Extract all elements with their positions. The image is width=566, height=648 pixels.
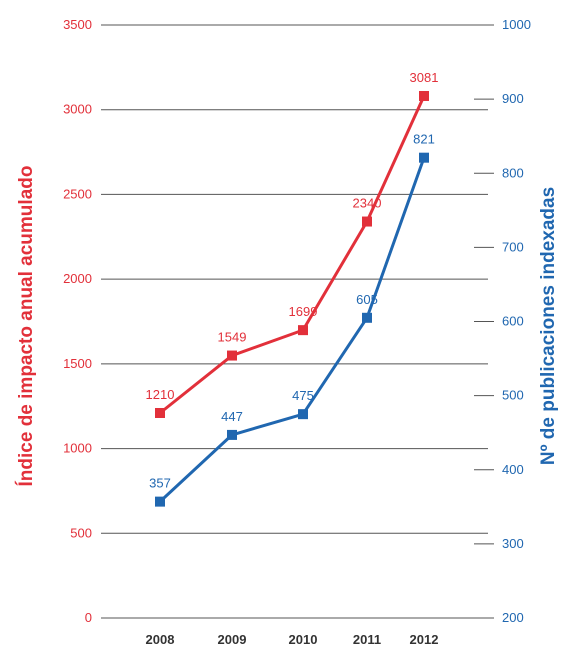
series-line-red (159, 95, 426, 415)
data-label: 2340 (353, 196, 382, 211)
left-tick-label: 2500 (63, 186, 92, 201)
data-point-marker (298, 325, 308, 336)
data-point-marker (155, 496, 165, 507)
data-point-marker (155, 407, 165, 418)
data-label: 821 (413, 132, 435, 147)
left-axis-title: Índice de impacto anual acumulado (15, 166, 37, 487)
series-line-blue (158, 157, 426, 503)
data-point-marker (419, 90, 429, 101)
x-tick-label: 2011 (353, 632, 381, 647)
left-axis-ticks: 0 500 1000 1500 2000 2500 3000 3500 (63, 17, 92, 625)
x-tick-label: 2008 (146, 632, 175, 647)
left-tick-label: 1500 (63, 356, 92, 371)
right-tick-label: 400 (502, 462, 524, 477)
left-tick-label: 2000 (63, 271, 92, 286)
data-label: 357 (149, 476, 171, 491)
right-tick-label: 500 (502, 388, 524, 403)
data-point-marker (298, 409, 308, 420)
x-tick-label: 2009 (218, 632, 247, 647)
left-tick-label: 3000 (63, 102, 92, 117)
data-label: 1210 (146, 387, 175, 402)
right-axis-title: Nº de publicaciones indexadas (538, 187, 559, 465)
data-point-marker (419, 152, 429, 163)
data-label: 1699 (289, 304, 318, 319)
right-tick-label: 200 (502, 610, 524, 625)
data-point-marker (362, 216, 372, 227)
left-tick-label: 3500 (63, 17, 92, 32)
x-tick-label: 2012 (410, 632, 439, 647)
data-point-marker (362, 312, 372, 323)
right-axis-ticks: 200 300 400 500 600 700 800 900 1000 (474, 17, 531, 625)
data-label: 447 (221, 409, 243, 424)
data-point-marker (227, 350, 237, 361)
x-tick-label: 2010 (289, 632, 318, 647)
data-point-marker (227, 429, 237, 440)
right-tick-label: 700 (502, 239, 524, 254)
series-group: 1210 1549 1699 2340 3081 357 447 475 605 821 (146, 70, 439, 507)
left-tick-label: 1000 (63, 441, 92, 456)
data-label: 3081 (410, 70, 439, 85)
right-tick-label: 800 (502, 165, 524, 180)
right-tick-label: 600 (502, 314, 524, 329)
gridlines (101, 24, 488, 619)
data-label: 1549 (218, 330, 247, 345)
left-tick-label: 0 (85, 610, 92, 625)
data-label: 605 (356, 292, 378, 307)
data-label: 475 (292, 388, 314, 403)
left-tick-label: 500 (70, 525, 92, 540)
x-axis-ticks: 2008 2009 2010 2011 2012 (146, 632, 439, 647)
right-tick-label: 300 (502, 536, 524, 551)
right-tick-label: 1000 (502, 17, 531, 32)
right-tick-label: 900 (502, 91, 524, 106)
